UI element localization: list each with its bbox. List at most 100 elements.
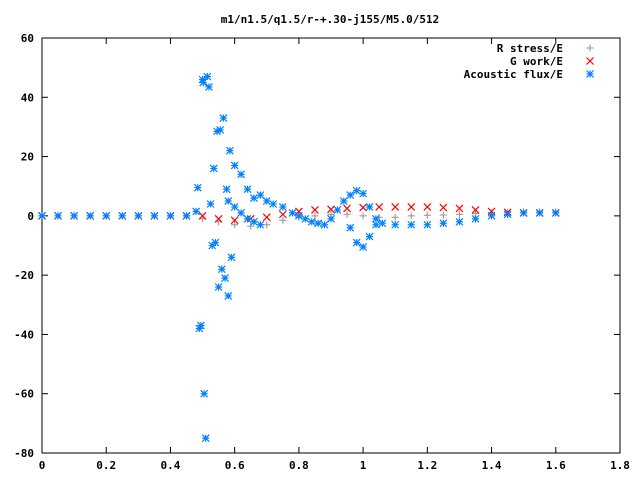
data-point xyxy=(216,125,225,134)
data-point xyxy=(214,214,223,223)
data-point xyxy=(237,208,246,217)
data-point xyxy=(343,204,351,213)
data-point xyxy=(230,203,239,211)
data-point xyxy=(227,253,236,262)
y-tick-label: 60 xyxy=(21,32,34,45)
axis-ticks xyxy=(41,37,621,454)
legend: R stress/E G work/E Acoustic flux/E xyxy=(464,42,594,81)
y-tick-label: -60 xyxy=(14,388,34,401)
y-tick-label: -40 xyxy=(14,328,34,341)
data-point xyxy=(307,217,316,226)
data-point xyxy=(551,208,560,217)
y-tick-labels: 60 40 20 0 -20 -40 -60 -80 xyxy=(14,32,34,460)
series-2 xyxy=(38,72,560,443)
x-tick-labels: 0 0.2 0.4 0.6 0.8 1 1.2 1.4 1.6 1.8 xyxy=(39,459,630,472)
data-point xyxy=(224,291,233,300)
data-point xyxy=(455,217,464,226)
chart-title: m1/n1.5/q1.5/r-+.30-j155/M5.0/512 xyxy=(221,13,440,26)
data-point xyxy=(439,219,448,228)
data-point xyxy=(222,185,231,194)
y-tick-label: -20 xyxy=(14,269,34,282)
data-point xyxy=(471,214,480,223)
data-point xyxy=(407,220,416,229)
data-point xyxy=(278,203,287,211)
data-point xyxy=(243,214,252,223)
x-tick-label: 0 xyxy=(39,459,46,472)
data-point xyxy=(391,220,400,229)
data-point xyxy=(230,216,239,225)
data-point xyxy=(279,216,287,224)
data-point xyxy=(205,82,213,91)
data-point xyxy=(206,200,215,208)
x-tick-label: 1.8 xyxy=(610,459,630,472)
data-point xyxy=(197,321,205,330)
data-point xyxy=(423,220,432,229)
data-point xyxy=(327,214,335,223)
data-point xyxy=(391,213,399,221)
data-point xyxy=(327,205,335,214)
data-point xyxy=(346,223,355,232)
data-point xyxy=(198,211,207,220)
data-point xyxy=(86,211,95,220)
data-point xyxy=(407,203,416,211)
data-point xyxy=(372,220,380,229)
data-point xyxy=(391,203,400,211)
x-tick-label: 0.4 xyxy=(161,459,181,472)
data-point xyxy=(359,243,368,251)
data-point xyxy=(320,220,329,229)
legend-marker-1 xyxy=(586,57,594,65)
data-point xyxy=(288,208,297,217)
data-point xyxy=(150,211,159,220)
data-point xyxy=(243,185,252,194)
data-point xyxy=(201,434,210,443)
data-point xyxy=(262,213,271,222)
data-point xyxy=(311,206,319,214)
data-point xyxy=(221,274,229,283)
data-point xyxy=(224,197,233,205)
data-point xyxy=(503,210,512,219)
data-point xyxy=(203,72,212,81)
data-point xyxy=(455,204,464,213)
series-layer xyxy=(38,72,560,443)
y-tick-label: -80 xyxy=(14,447,34,460)
data-point xyxy=(262,197,271,205)
data-point xyxy=(166,211,175,220)
x-tick-label: 1.6 xyxy=(546,459,566,472)
data-point xyxy=(70,211,79,220)
data-point xyxy=(359,212,367,220)
x-tick-label: 1.4 xyxy=(482,459,502,472)
x-tick-label: 1 xyxy=(360,459,367,472)
data-point xyxy=(38,211,46,220)
data-point xyxy=(346,191,355,200)
data-point xyxy=(375,203,384,211)
data-point xyxy=(359,189,368,198)
data-point xyxy=(231,221,239,229)
data-point xyxy=(200,389,209,398)
data-point xyxy=(230,161,239,170)
data-point xyxy=(134,211,143,220)
data-point xyxy=(333,206,342,214)
data-point xyxy=(439,203,448,212)
data-point xyxy=(102,211,111,220)
y-tick-label: 20 xyxy=(21,151,34,164)
data-point xyxy=(372,214,380,223)
y-tick-label: 0 xyxy=(27,210,34,223)
x-tick-label: 1.2 xyxy=(417,459,437,472)
data-point xyxy=(378,219,387,228)
data-point xyxy=(219,114,228,122)
legend-label-r-stress: R stress/E xyxy=(497,42,563,55)
data-point xyxy=(118,211,127,220)
data-point xyxy=(182,211,191,220)
data-point xyxy=(519,208,528,217)
data-point xyxy=(471,206,480,214)
data-point xyxy=(301,214,310,223)
data-point xyxy=(365,203,374,211)
legend-label-g-work: G work/E xyxy=(510,55,563,68)
data-point xyxy=(269,200,278,208)
x-tick-label: 0.2 xyxy=(96,459,116,472)
data-point xyxy=(487,211,496,220)
data-point xyxy=(407,212,415,220)
data-point xyxy=(211,238,220,247)
